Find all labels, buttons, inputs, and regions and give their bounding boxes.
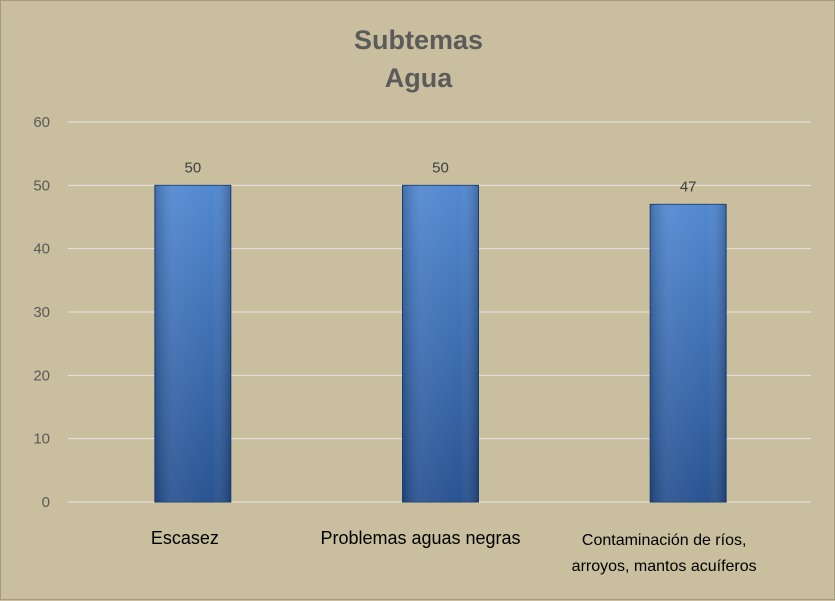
- x-tick-label: arroyos, mantos acuíferos: [572, 558, 757, 575]
- x-tick-label: Contaminación de ríos,: [582, 532, 747, 549]
- chart-title-line-1: Subtemas: [353, 25, 484, 55]
- y-tick-label: 50: [33, 177, 50, 194]
- data-label: 50: [184, 159, 201, 176]
- x-tick-label: Escasez: [151, 528, 219, 548]
- data-label: 50: [432, 159, 449, 176]
- chart-title-line-2: Agua: [384, 63, 453, 93]
- x-tick-label: Problemas aguas negras: [320, 528, 520, 548]
- y-tick-label: 10: [33, 431, 50, 448]
- y-tick-label: 30: [33, 304, 50, 321]
- chart-title: Subtemas Agua: [1, 21, 835, 97]
- y-tick-label: 20: [33, 367, 50, 384]
- y-tick-label: 0: [42, 494, 50, 511]
- data-label: 47: [680, 178, 697, 195]
- bar: [154, 184, 232, 503]
- bar: [402, 184, 479, 503]
- y-tick-label: 40: [33, 241, 50, 258]
- bar: [649, 203, 727, 503]
- y-tick-label: 60: [33, 114, 50, 131]
